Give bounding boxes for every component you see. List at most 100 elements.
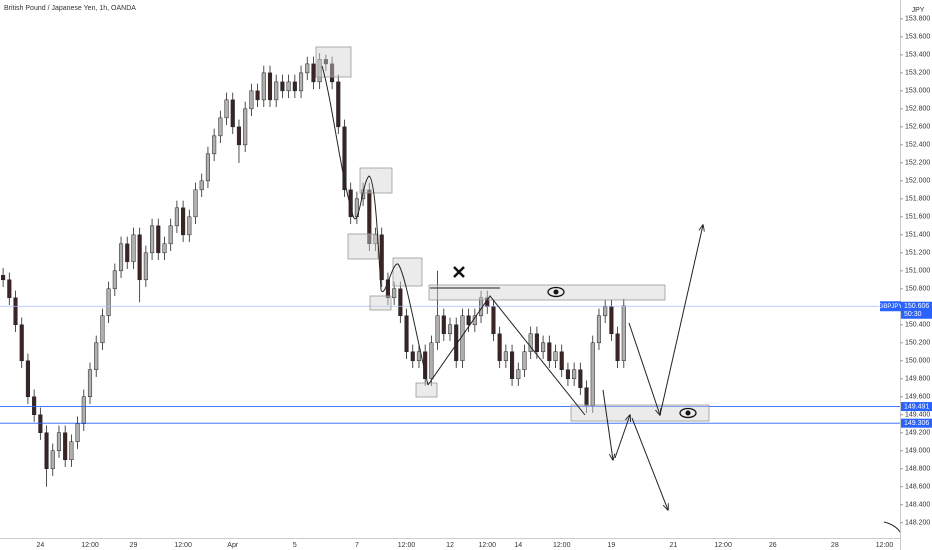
candle-body bbox=[38, 414, 43, 433]
candle-body bbox=[243, 108, 248, 146]
plot bbox=[0, 53, 900, 487]
x-tick-label: 12 bbox=[446, 542, 454, 549]
candle-body bbox=[435, 315, 440, 344]
y-tick-label: 151.400 bbox=[905, 232, 930, 239]
candle-body bbox=[131, 234, 136, 263]
zone-box bbox=[347, 233, 379, 260]
x-tick-label: 12:00 bbox=[81, 542, 99, 549]
candle-body bbox=[410, 351, 415, 362]
candle-body bbox=[342, 126, 347, 191]
candle-body bbox=[510, 351, 515, 380]
candle-body bbox=[199, 180, 204, 191]
x-tick-label: 12:00 bbox=[478, 542, 496, 549]
candle-body bbox=[255, 90, 260, 101]
chart-title: British Pound / Japanese Yen, 1h, OANDA bbox=[4, 5, 136, 12]
x-tick-label: 7 bbox=[355, 542, 359, 549]
candle-body bbox=[429, 342, 434, 380]
candle-body bbox=[491, 306, 496, 335]
candle-body bbox=[373, 234, 378, 245]
arrow bbox=[659, 225, 703, 416]
candle-body bbox=[553, 351, 558, 362]
candle-body bbox=[603, 306, 608, 317]
eye-icon bbox=[547, 286, 565, 298]
candle-body bbox=[572, 369, 577, 380]
candle-body bbox=[280, 81, 285, 92]
zone-box bbox=[369, 295, 392, 311]
y-tick-label: 153.600 bbox=[905, 34, 930, 41]
candle-body bbox=[25, 360, 30, 398]
drawing bbox=[321, 65, 429, 386]
price-label: 149.306 bbox=[904, 420, 929, 427]
x-tick-label: 24 bbox=[36, 542, 44, 549]
candle-body bbox=[416, 351, 422, 362]
y-tick-label: 152.000 bbox=[905, 178, 930, 185]
candle-body bbox=[323, 59, 328, 65]
candle-body bbox=[7, 279, 12, 299]
y-tick-label: 151.800 bbox=[905, 196, 930, 203]
arrow bbox=[628, 322, 660, 415]
arrow bbox=[631, 417, 668, 510]
candle-body bbox=[305, 63, 310, 74]
candle-body bbox=[112, 270, 117, 290]
y-tick-label: 153.200 bbox=[905, 70, 930, 77]
candle-body bbox=[236, 126, 242, 146]
x-tick-label: Apr bbox=[227, 542, 239, 549]
x-tick-label: 12:00 bbox=[553, 542, 571, 549]
candle-body bbox=[69, 441, 74, 460]
zone-box bbox=[392, 257, 423, 287]
price-label: 150.606 bbox=[904, 303, 929, 310]
y-tick-label: 151.200 bbox=[905, 250, 930, 257]
candle-body bbox=[379, 234, 384, 281]
candle-body bbox=[212, 135, 217, 155]
candle-body bbox=[615, 333, 620, 362]
candle-body bbox=[503, 351, 508, 362]
price-label-bg bbox=[901, 418, 932, 428]
drawing bbox=[427, 295, 586, 416]
candle-body bbox=[32, 396, 37, 415]
cross-icon bbox=[453, 266, 465, 278]
zone-box bbox=[315, 46, 352, 78]
y-tick-label: 150.800 bbox=[905, 286, 930, 293]
annotations bbox=[315, 46, 901, 533]
candle-body bbox=[547, 342, 552, 362]
candle-body bbox=[174, 207, 179, 227]
candle-body bbox=[230, 99, 235, 128]
candle-body bbox=[565, 369, 570, 380]
candle-body bbox=[81, 396, 86, 424]
candle-body bbox=[63, 432, 68, 460]
y-tick-label: 150.000 bbox=[905, 358, 930, 365]
candle-body bbox=[100, 315, 105, 344]
candle-body bbox=[590, 342, 595, 406]
candle-body bbox=[94, 342, 99, 371]
y-tick-label: 150.400 bbox=[905, 322, 930, 329]
candle-body bbox=[118, 243, 124, 272]
candle-body bbox=[528, 333, 533, 353]
candle-body bbox=[187, 216, 192, 236]
candle-body bbox=[578, 369, 583, 389]
zone-box bbox=[415, 382, 438, 398]
candle-body bbox=[150, 225, 155, 254]
y-tick-label: 148.400 bbox=[905, 502, 930, 509]
y-tick-label: 152.600 bbox=[905, 124, 930, 131]
candle-body bbox=[336, 81, 341, 128]
price-label: 149.491 bbox=[904, 403, 929, 410]
y-tick-label: 151.000 bbox=[905, 268, 930, 275]
y-tick-label: 148.200 bbox=[905, 520, 930, 527]
price-label-bg bbox=[901, 301, 932, 319]
candle-body bbox=[516, 369, 521, 380]
price-label-bg bbox=[901, 402, 932, 412]
y-tick-label: 151.600 bbox=[905, 214, 930, 221]
candle-body bbox=[19, 324, 24, 362]
candle-body bbox=[348, 189, 353, 218]
x-tick-label: 19 bbox=[607, 542, 615, 549]
candle-body bbox=[249, 90, 254, 110]
resistance-zone bbox=[428, 284, 666, 301]
candle-body bbox=[162, 243, 167, 254]
candle-body bbox=[298, 72, 304, 92]
candle-body bbox=[441, 315, 446, 335]
candle-body bbox=[286, 81, 291, 92]
candle-body bbox=[143, 252, 148, 281]
axis-layer: 153.800 153.600 153.400 153.200 153.000 152.8… bbox=[36, 16, 932, 549]
candle-body bbox=[447, 324, 453, 335]
